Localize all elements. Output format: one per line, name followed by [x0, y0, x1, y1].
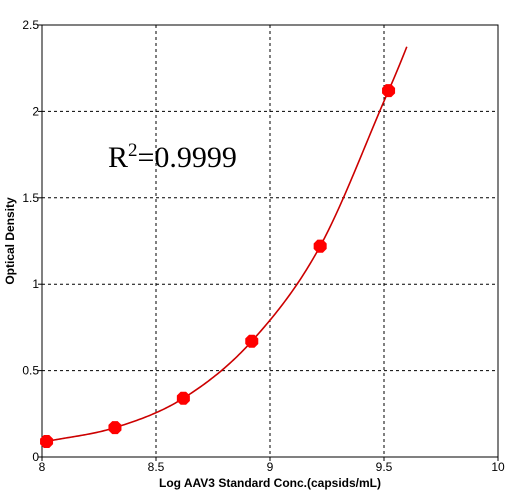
x-tick-label: 9.5: [376, 460, 393, 474]
x-tick-label: 8.5: [148, 460, 165, 474]
data-point: [108, 421, 122, 435]
x-tick-label: 9: [267, 460, 274, 474]
y-tick-label: 0.5: [22, 364, 39, 378]
y-tick-label: 1.5: [22, 191, 39, 205]
y-axis-title: Optical Density: [3, 197, 17, 285]
r-squared-annotation: R2=0.9999: [108, 140, 237, 174]
data-point: [40, 434, 54, 448]
data-point: [176, 391, 190, 405]
x-tick-label: 10: [491, 460, 505, 474]
y-tick-label: 1: [32, 277, 39, 291]
fit-curve: [41, 46, 408, 444]
data-point: [313, 239, 327, 253]
gridlines: [42, 25, 498, 457]
y-axis-ticks: 0 0.5 1 1.5 2 2.5: [22, 18, 42, 464]
y-tick-label: 0: [32, 450, 39, 464]
y-tick-label: 2: [32, 104, 39, 118]
data-point: [245, 334, 259, 348]
x-tick-label: 8: [39, 460, 46, 474]
data-point: [382, 84, 396, 98]
data-points: [40, 84, 396, 448]
x-axis-title: Log AAV3 Standard Conc.(capsids/mL): [159, 476, 381, 490]
y-tick-label: 2.5: [22, 18, 39, 32]
x-axis-ticks: 8 8.5 9 9.5 10: [39, 457, 505, 474]
